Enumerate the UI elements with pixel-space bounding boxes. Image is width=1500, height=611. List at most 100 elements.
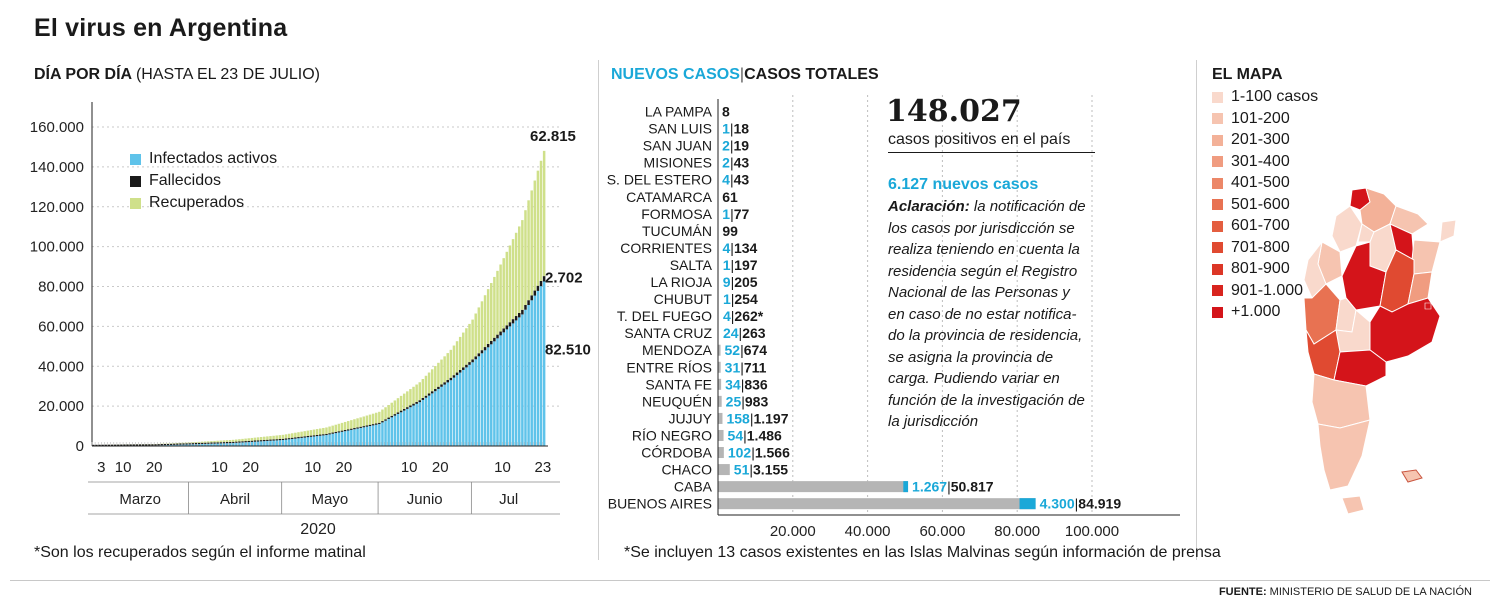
bar-deaths: [235, 441, 238, 443]
bar-deaths: [406, 407, 409, 409]
province-label: S. DEL ESTERO: [607, 172, 712, 188]
bar-active: [266, 440, 269, 446]
bar-active: [278, 440, 282, 446]
province-label: NEUQUÉN: [642, 393, 712, 409]
bar-recovered: [530, 190, 533, 296]
bar-recovered: [309, 430, 313, 436]
bar-total: [718, 481, 909, 493]
bar-deaths: [362, 426, 366, 428]
bar-active: [371, 425, 375, 446]
bar-recovered: [287, 433, 291, 439]
bar-recovered: [228, 440, 232, 442]
source-label: FUENTE:: [1218, 586, 1267, 598]
bar-recovered: [269, 436, 272, 440]
bar-recovered: [446, 353, 449, 381]
bar-value-label: 34|836: [725, 376, 768, 392]
bar-recovered: [390, 402, 394, 416]
x-tick-label: 10: [304, 459, 321, 476]
bar-recovered: [521, 220, 524, 310]
map-legend-swatch: [1212, 220, 1223, 232]
bar-deaths: [291, 437, 294, 439]
bar-active: [527, 305, 530, 446]
total-cases-value: 1.566: [755, 445, 790, 461]
bar-deaths: [328, 433, 331, 435]
bar-active: [387, 419, 390, 446]
total-cases-value: 134: [734, 240, 758, 256]
bar-deaths: [154, 444, 157, 446]
bar-recovered: [340, 422, 344, 431]
bar-active: [328, 434, 331, 446]
value-separator: |: [749, 462, 753, 478]
map-legend-item: 101-200: [1212, 110, 1290, 128]
bar-value-label: 1|77: [722, 206, 749, 222]
total-cases-value: 99: [722, 223, 738, 239]
bar-deaths: [228, 441, 232, 444]
province-label: CATAMARCA: [626, 189, 712, 205]
note-line-8: carga. Pudiendo variar en: [888, 370, 1060, 387]
bar-deaths: [390, 415, 394, 418]
y-tick-label: 140.000: [30, 159, 84, 176]
bar-total: [718, 344, 721, 356]
bar-active: [222, 443, 226, 446]
data-label: 82.510: [545, 341, 591, 358]
y-tick-label: 0: [76, 438, 84, 455]
bar-deaths: [452, 375, 456, 378]
bar-deaths: [197, 442, 201, 445]
bar-recovered: [378, 411, 381, 423]
bar-value-label: 102|1.566: [728, 445, 790, 461]
bar-recovered: [514, 232, 518, 317]
bar-recovered: [502, 258, 505, 329]
bar-active: [191, 444, 194, 446]
bar-active: [390, 417, 394, 446]
bar-deaths: [421, 397, 425, 400]
bar-deaths: [98, 444, 101, 446]
bar-recovered: [337, 423, 341, 432]
bar-active: [228, 443, 232, 446]
bar-deaths: [278, 439, 282, 441]
bar-value-label: 1|18: [722, 121, 749, 137]
bar-deaths: [437, 386, 440, 389]
bar-deaths: [126, 444, 129, 446]
bar-recovered: [415, 384, 418, 402]
x-tick-label: 20: [242, 459, 259, 476]
daily-chart-subtitle-light: (HASTA EL 23 DE JULIO): [135, 66, 320, 83]
bar-value-label: 61: [722, 189, 738, 205]
bar-value-label: 9|205: [723, 274, 758, 290]
bar-deaths: [511, 319, 515, 324]
bar-recovered: [418, 382, 421, 401]
total-cases-value: 836: [744, 376, 768, 392]
note-line-7: se asigna la provincia de: [888, 348, 1054, 366]
map-legend-swatch: [1212, 199, 1223, 210]
new-cases-value: 4.300: [1040, 496, 1075, 512]
map-legend-label: 501-600: [1231, 195, 1290, 213]
bar-deaths: [368, 424, 372, 427]
bar-recovered: [437, 362, 440, 387]
bar-recovered: [443, 356, 446, 383]
bar-active: [434, 391, 437, 446]
bar-active: [179, 444, 182, 446]
province-label: SAN LUIS: [648, 121, 712, 137]
bar-deaths: [486, 343, 490, 348]
bar-active: [490, 344, 493, 446]
bar-deaths: [322, 434, 325, 436]
bar-value-label: 1|254: [723, 291, 758, 307]
bar-deaths: [207, 442, 210, 444]
bar-active: [368, 426, 372, 446]
total-cases-value: 254: [734, 291, 758, 307]
total-cases-value: 983: [745, 393, 769, 409]
map-legend-swatch: [1212, 156, 1223, 167]
total-cases-value: 43: [734, 155, 750, 171]
bar-active: [542, 281, 546, 446]
bar-active: [443, 384, 446, 446]
bar-value-label: 2|19: [722, 138, 749, 154]
value-separator: |: [1075, 496, 1079, 512]
bar-deaths: [402, 408, 406, 411]
bar-recovered: [353, 419, 356, 429]
total-cases-value: 84.919: [1078, 496, 1121, 512]
note-line-1: los casos por jurisdicción se: [888, 219, 1075, 237]
bar-recovered: [368, 414, 372, 425]
bar-deaths: [272, 439, 275, 441]
bar-deaths: [527, 300, 530, 306]
bar-deaths: [381, 421, 384, 423]
value-separator: |: [751, 445, 755, 461]
